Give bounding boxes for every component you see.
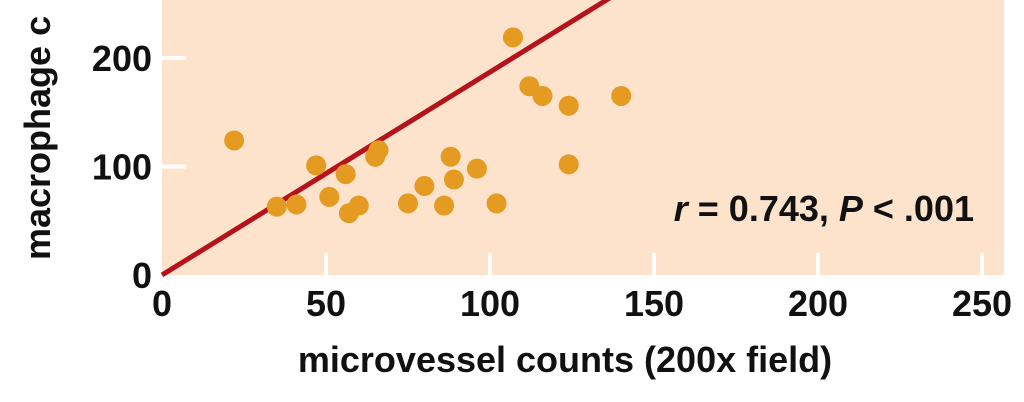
r-symbol: r [674, 188, 690, 229]
regression-line [160, 0, 612, 278]
data-points [224, 27, 632, 224]
correlation-annotation: r = 0.743, P < .001 [674, 188, 974, 229]
data-point [443, 169, 464, 190]
x-tick-label: 50 [306, 283, 346, 324]
data-point [398, 193, 418, 214]
x-tick-labels: 0 50 100 150 200 250 [152, 283, 1012, 324]
x-axis-title: microvessel counts (200x field) [298, 339, 832, 380]
y-tick-labels: 0 100 200 [92, 38, 152, 296]
plot-background [162, 0, 1004, 275]
y-axis-title: macrophage c [17, 16, 58, 260]
data-point [486, 193, 507, 214]
data-point [348, 195, 369, 216]
r-value: = 0.743, [688, 188, 839, 229]
y-tick-label: 100 [92, 147, 152, 188]
x-tick-label: 250 [952, 283, 1012, 324]
data-point [286, 194, 307, 215]
y-tick-label: 0 [132, 255, 152, 296]
data-point [558, 95, 579, 116]
p-symbol: P [839, 188, 864, 229]
data-point [502, 27, 523, 48]
data-point [532, 85, 553, 106]
data-point [306, 155, 327, 176]
x-tick-label: 100 [460, 283, 520, 324]
data-point [558, 154, 579, 175]
data-point [611, 85, 632, 106]
p-value: < .001 [863, 188, 974, 229]
x-tick-label: 200 [788, 283, 848, 324]
x-tick-label: 150 [624, 283, 684, 324]
axis-ticks [162, 56, 984, 275]
data-point [335, 164, 356, 185]
y-tick-label: 200 [92, 38, 152, 79]
data-point [414, 176, 435, 197]
data-point [368, 140, 389, 161]
data-point [440, 146, 461, 167]
data-point [466, 158, 487, 179]
x-tick-label: 0 [152, 283, 172, 324]
data-point [266, 196, 287, 217]
data-point [224, 130, 245, 151]
data-point [319, 186, 340, 207]
data-point [434, 195, 455, 216]
